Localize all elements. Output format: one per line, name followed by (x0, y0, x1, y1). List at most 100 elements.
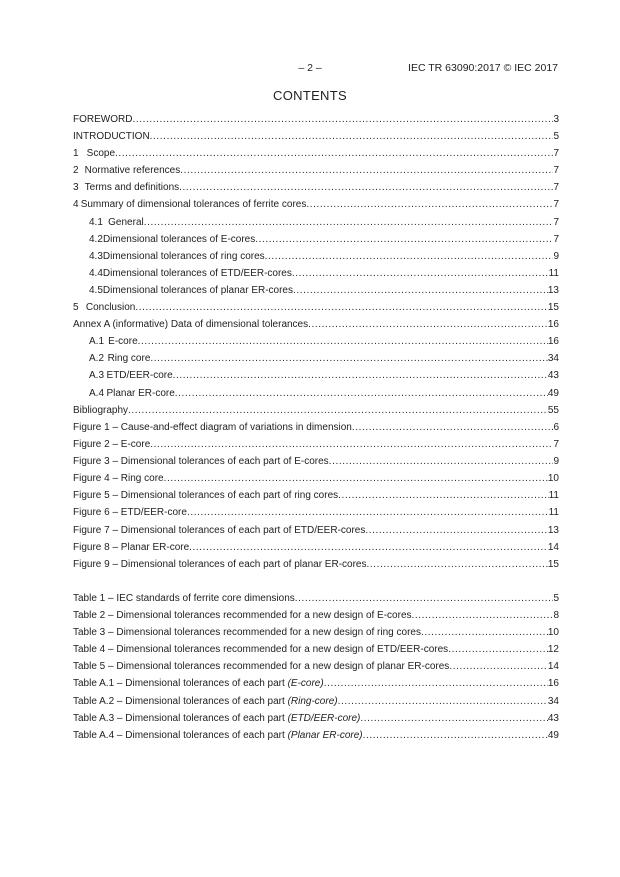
dot-leader (164, 470, 548, 487)
entry-title-text: Figure 7 – Dimensional tolerances of eac… (73, 524, 366, 536)
entry-title: General (108, 214, 144, 231)
entry-page: 14 (547, 541, 559, 553)
entry-title: Figure 7 – Dimensional tolerances of eac… (73, 522, 365, 539)
figure-entry[interactable]: Figure 4 – Ring core 10 (73, 470, 559, 487)
dot-leader (265, 248, 554, 265)
entry-number: A.1 (89, 336, 105, 348)
entry-title: Table A.1 – Dimensional tolerances of ea… (73, 675, 324, 692)
entry-page: 3 (553, 114, 559, 125)
entry-title-text: Annex A (informative) Data of dimensiona… (73, 319, 309, 331)
entry-title: Figure 2 – E-core (73, 436, 150, 453)
entry-title-text: Table A.2 – Dimensional tolerances of ea… (73, 695, 288, 707)
toc-entry[interactable]: Annex A (informative) Data of dimensiona… (73, 316, 559, 333)
entry-title: FOREWORD (73, 111, 132, 128)
entry-title-text: Figure 6 – ETD/EER-core (73, 507, 187, 519)
figure-entry[interactable]: Figure 7 – Dimensional tolerances of eac… (73, 522, 559, 539)
page-number: – 2 – (298, 62, 322, 74)
toc-entry[interactable]: 4.4 Dimensional tolerances of ETD/EER-cor… (73, 265, 559, 282)
dot-leader (189, 539, 548, 556)
dot-leader (175, 385, 548, 402)
entry-page: 12 (547, 644, 559, 656)
entry-title-text: Dimensional tolerances of ring cores (102, 250, 265, 262)
toc-entry[interactable]: A.1E-core 16 (73, 333, 559, 350)
entry-title-text: E-core (108, 336, 138, 348)
entry-page: 9 (553, 250, 559, 262)
contents-title: CONTENTS (273, 88, 347, 103)
entry-title: Scope (87, 145, 115, 162)
entry-title-italic: (Planar ER-core) (287, 729, 363, 741)
entry-number: A.4 (89, 387, 105, 399)
table-entry[interactable]: Table 3 – Dimensional tolerances recomme… (73, 624, 559, 641)
toc-entry[interactable]: 3 Terms and definitions 7 (73, 179, 559, 196)
entry-title-text: Conclusion (85, 302, 136, 314)
toc-entry[interactable]: 4.1 General 7 (73, 214, 559, 231)
entry-page: 16 (547, 336, 559, 348)
entry-page: 10 (547, 473, 559, 485)
entry-page: 43 (547, 370, 559, 382)
table-entry[interactable]: Table A.2 – Dimensional tolerances of ea… (73, 693, 559, 710)
toc-entry[interactable]: Bibliography 55 (73, 402, 559, 419)
table-entry[interactable]: Table 4 – Dimensional tolerances recomme… (73, 641, 559, 658)
dot-leader (306, 196, 553, 213)
toc-entry[interactable]: INTRODUCTION 5 (73, 128, 559, 145)
entry-number: 2 (73, 165, 79, 177)
table-entry[interactable]: Table A.1 – Dimensional tolerances of ea… (73, 675, 559, 692)
entry-title-text: Figure 3 – Dimensional tolerances of eac… (73, 456, 329, 468)
figure-entry[interactable]: Figure 9 – Dimensional tolerances of eac… (73, 556, 559, 573)
dot-leader (412, 607, 554, 624)
entry-number: 3 (73, 182, 79, 194)
entry-page: 49 (547, 729, 559, 741)
entry-page: 14 (547, 661, 559, 673)
entry-title-text: Table 2 – Dimensional tolerances recomme… (73, 610, 412, 622)
table-entry[interactable]: Table A.3 – Dimensional tolerances of ea… (73, 710, 559, 727)
entry-title: Dimensional tolerances of ring cores (103, 248, 265, 265)
figure-entry[interactable]: Figure 2 – E-core 7 (73, 436, 559, 453)
entry-title: Dimensional tolerances of E-cores (103, 231, 255, 248)
entry-title-text: Dimensional tolerances of planar ER-core… (102, 284, 293, 296)
toc-entry[interactable]: FOREWORD 3 (73, 111, 559, 128)
entry-page: 34 (547, 695, 559, 707)
entry-page: 11 (548, 507, 559, 519)
figure-entry[interactable]: Figure 8 – Planar ER-core 14 (73, 539, 559, 556)
dot-leader (366, 556, 547, 573)
figure-entry[interactable]: Figure 1 – Cause-and-effect diagram of v… (73, 419, 559, 436)
table-entry[interactable]: Table 2 – Dimensional tolerances recomme… (73, 607, 559, 624)
entry-title: E-core (108, 333, 137, 350)
entry-title: Table 1 – IEC standards of ferrite core … (73, 590, 295, 607)
figure-entry[interactable]: Figure 6 – ETD/EER-core 11 (73, 504, 559, 521)
toc-entry[interactable]: 5 Conclusion 15 (73, 299, 559, 316)
figure-entry[interactable]: Figure 5 – Dimensional tolerances of eac… (73, 487, 559, 504)
entry-page: 7 (553, 182, 559, 194)
toc-entry[interactable]: 4.5 Dimensional tolerances of planar ER-c… (73, 282, 559, 299)
dot-leader (138, 333, 548, 350)
dot-leader (338, 693, 548, 710)
dot-leader (144, 214, 554, 231)
toc-entry[interactable]: 4 Summary of dimensional tolerances of fe… (73, 196, 559, 213)
toc-entry[interactable]: 1 Scope 7 (73, 145, 559, 162)
entry-title: Dimensional tolerances of ETD/EER-cores (103, 265, 292, 282)
dot-leader (421, 624, 548, 641)
table-entry[interactable]: Table 1 – IEC standards of ferrite core … (73, 590, 559, 607)
entry-page: 7 (553, 439, 559, 451)
entry-title-text: Dimensional tolerances of E-cores (102, 233, 256, 245)
entry-number: A.2 (89, 353, 105, 365)
table-entry[interactable]: Table 5 – Dimensional tolerances recomme… (73, 658, 559, 675)
entry-title-text: Table 5 – Dimensional tolerances recomme… (73, 661, 450, 673)
table-entry[interactable]: Table A.4 – Dimensional tolerances of ea… (73, 727, 559, 744)
entry-title: Table A.3 – Dimensional tolerances of ea… (73, 710, 360, 727)
toc-entry[interactable]: 2 Normative references 7 (73, 162, 559, 179)
entry-title-text: Figure 8 – Planar ER-core (73, 541, 190, 553)
entry-title: Table 5 – Dimensional tolerances recomme… (73, 658, 449, 675)
entry-title-italic: (E-core) (287, 678, 324, 690)
entry-title-text: Planar ER-core (106, 387, 175, 399)
figure-entry[interactable]: Figure 3 – Dimensional tolerances of eac… (73, 453, 559, 470)
entry-title-text: Table A.1 – Dimensional tolerances of ea… (73, 678, 288, 690)
entry-title: Figure 9 – Dimensional tolerances of eac… (73, 556, 366, 573)
entry-number: 1 (73, 148, 79, 160)
entry-title-text: Scope (86, 148, 116, 160)
